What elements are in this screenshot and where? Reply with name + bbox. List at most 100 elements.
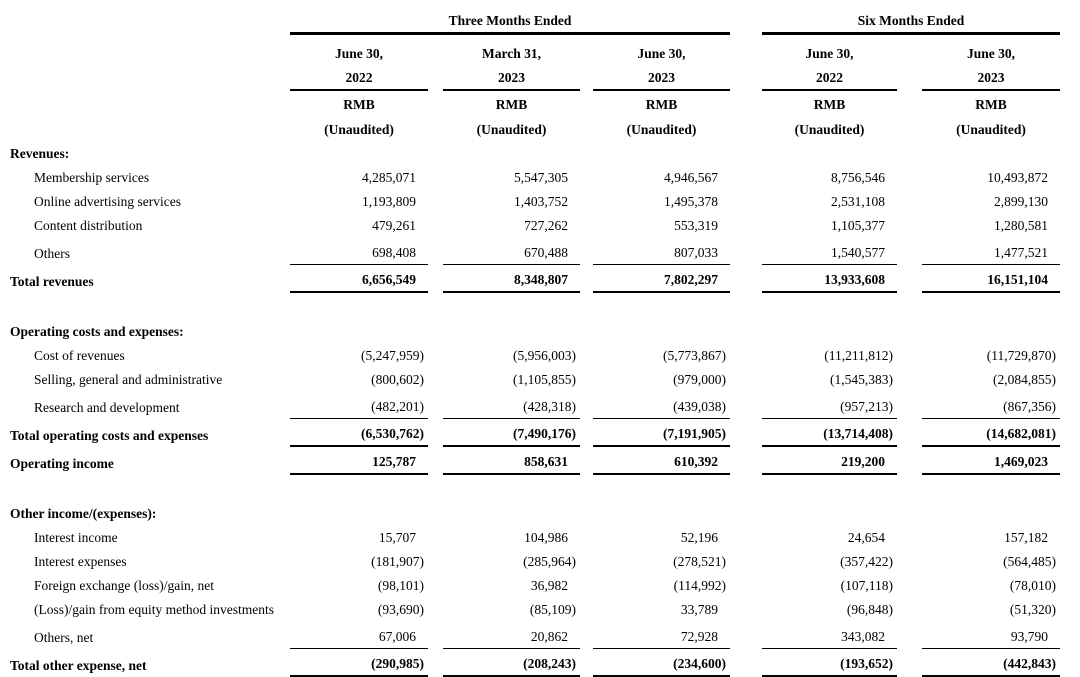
cell-value: (800,602) bbox=[371, 372, 424, 387]
column-header-year: 2023 bbox=[922, 70, 1060, 91]
cell-value: 610,392 bbox=[593, 454, 730, 475]
row-label: Total operating costs and expenses bbox=[10, 428, 209, 443]
year-header-row: 2022 2023 2023 2022 2023 bbox=[0, 65, 1080, 91]
column-header-date: June 30, bbox=[637, 46, 686, 61]
cell-value: 20,862 bbox=[443, 629, 580, 649]
cell-value: (278,521) bbox=[673, 554, 726, 569]
cell-value: (11,211,812) bbox=[824, 348, 893, 363]
table-row: Other income/(expenses): bbox=[0, 501, 1080, 525]
row-label: Online advertising services bbox=[34, 194, 181, 209]
cell-value: 6,656,549 bbox=[290, 272, 428, 293]
cell-value: 2,899,130 bbox=[994, 194, 1048, 209]
column-header-year: 2022 bbox=[290, 70, 428, 91]
cell-value: 10,493,872 bbox=[987, 170, 1048, 185]
cell-value: (11,729,870) bbox=[986, 348, 1056, 363]
cell-value: 858,631 bbox=[443, 454, 580, 475]
cell-value: (979,000) bbox=[673, 372, 726, 387]
cell-value: (93,690) bbox=[377, 602, 424, 617]
cell-value: (428,318) bbox=[443, 399, 580, 419]
cell-value: (482,201) bbox=[290, 399, 428, 419]
cell-value: 8,348,807 bbox=[443, 272, 580, 293]
table-row: Total operating costs and expenses (6,530… bbox=[0, 419, 1080, 447]
cell-value: (107,118) bbox=[840, 578, 893, 593]
table-row: Online advertising services 1,193,809 1,40… bbox=[0, 189, 1080, 213]
row-label: Interest expenses bbox=[34, 554, 127, 569]
cell-value: 52,196 bbox=[680, 530, 718, 545]
currency-header-row: RMB RMB RMB RMB RMB bbox=[0, 91, 1080, 116]
table-row: Content distribution 479,261 727,262 553,31… bbox=[0, 213, 1080, 237]
column-header-currency: RMB bbox=[343, 97, 375, 112]
cell-value: 1,193,809 bbox=[362, 194, 416, 209]
cell-value: (564,485) bbox=[1003, 554, 1056, 569]
row-label: Total other expense, net bbox=[10, 658, 147, 673]
table-body: Revenues: Membership services 4,285,071 5,5… bbox=[0, 141, 1080, 677]
cell-value: 16,151,104 bbox=[922, 272, 1060, 293]
row-label: Operating income bbox=[10, 456, 114, 471]
row-label: Content distribution bbox=[34, 218, 143, 233]
cell-value: (14,682,081) bbox=[922, 426, 1060, 447]
table-row: Operating costs and expenses: bbox=[0, 319, 1080, 343]
table-row: Revenues: bbox=[0, 141, 1080, 165]
row-label: Foreign exchange (loss)/gain, net bbox=[34, 578, 214, 593]
column-header-date: March 31, bbox=[482, 46, 541, 61]
table-row: Others, net 67,006 20,862 72,928 343,082 93,7… bbox=[0, 621, 1080, 649]
cell-value: 5,547,305 bbox=[514, 170, 568, 185]
date-header-row: June 30, March 31, June 30, June 30, Jun… bbox=[0, 35, 1080, 65]
cell-value: (5,956,003) bbox=[513, 348, 576, 363]
table-row: (Loss)/gain from equity method investmen… bbox=[0, 597, 1080, 621]
cell-value: (51,320) bbox=[1009, 602, 1056, 617]
cell-value: (7,490,176) bbox=[443, 426, 580, 447]
row-label: Interest income bbox=[34, 530, 118, 545]
cell-value: (6,530,762) bbox=[290, 426, 428, 447]
table-row: Cost of revenues (5,247,959) (5,956,003) (5… bbox=[0, 343, 1080, 367]
column-header-unaudited: (Unaudited) bbox=[626, 122, 697, 137]
spacer-row bbox=[0, 293, 1080, 319]
column-header-date: June 30, bbox=[334, 46, 383, 61]
group-header-row: Three Months Ended Six Months Ended bbox=[0, 4, 1080, 35]
cell-value: 219,200 bbox=[762, 454, 897, 475]
group-header-three-months: Three Months Ended bbox=[290, 13, 730, 35]
table-row: Selling, general and administrative (800,… bbox=[0, 367, 1080, 391]
column-header-unaudited: (Unaudited) bbox=[794, 122, 865, 137]
cell-value: 24,654 bbox=[847, 530, 885, 545]
table-row: Interest income 15,707 104,986 52,196 24,654… bbox=[0, 525, 1080, 549]
table-row: Others 698,408 670,488 807,033 1,540,577 1,47… bbox=[0, 237, 1080, 265]
cell-value: 698,408 bbox=[290, 245, 428, 265]
cell-value: 553,319 bbox=[674, 218, 718, 233]
cell-value: 807,033 bbox=[593, 245, 730, 265]
table-row: Interest expenses (181,907) (285,964) (278,… bbox=[0, 549, 1080, 573]
column-header-currency: RMB bbox=[813, 97, 846, 112]
spacer-row bbox=[0, 475, 1080, 501]
row-label: Total revenues bbox=[10, 274, 94, 289]
row-label: Cost of revenues bbox=[34, 348, 125, 363]
cell-value: (7,191,905) bbox=[593, 426, 730, 447]
cell-value: (96,848) bbox=[846, 602, 893, 617]
cell-value: 125,787 bbox=[290, 454, 428, 475]
column-header-year: 2022 bbox=[762, 70, 897, 91]
row-label: Others, net bbox=[34, 630, 94, 645]
cell-value: 72,928 bbox=[593, 629, 730, 649]
cell-value: (181,907) bbox=[371, 554, 424, 569]
section-label: Operating costs and expenses: bbox=[10, 324, 184, 339]
cell-value: 8,756,546 bbox=[831, 170, 885, 185]
cell-value: 727,262 bbox=[524, 218, 568, 233]
column-header-unaudited: (Unaudited) bbox=[324, 122, 394, 137]
column-header-currency: RMB bbox=[975, 97, 1007, 112]
row-label: Selling, general and administrative bbox=[34, 372, 223, 387]
cell-value: 33,789 bbox=[680, 602, 718, 617]
column-header-date: June 30, bbox=[805, 46, 854, 61]
cell-value: (13,714,408) bbox=[762, 426, 897, 447]
cell-value: 4,285,071 bbox=[362, 170, 416, 185]
cell-value: 1,495,378 bbox=[664, 194, 718, 209]
table-row: Membership services 4,285,071 5,547,305 4,9… bbox=[0, 165, 1080, 189]
cell-value: 1,403,752 bbox=[514, 194, 568, 209]
cell-value: (5,773,867) bbox=[663, 348, 726, 363]
cell-value: (439,038) bbox=[593, 399, 730, 419]
column-header-year: 2023 bbox=[443, 70, 580, 91]
cell-value: (78,010) bbox=[1009, 578, 1056, 593]
cell-value: 15,707 bbox=[378, 530, 416, 545]
column-header-currency: RMB bbox=[645, 97, 678, 112]
cell-value: 67,006 bbox=[290, 629, 428, 649]
cell-value: (85,109) bbox=[529, 602, 576, 617]
